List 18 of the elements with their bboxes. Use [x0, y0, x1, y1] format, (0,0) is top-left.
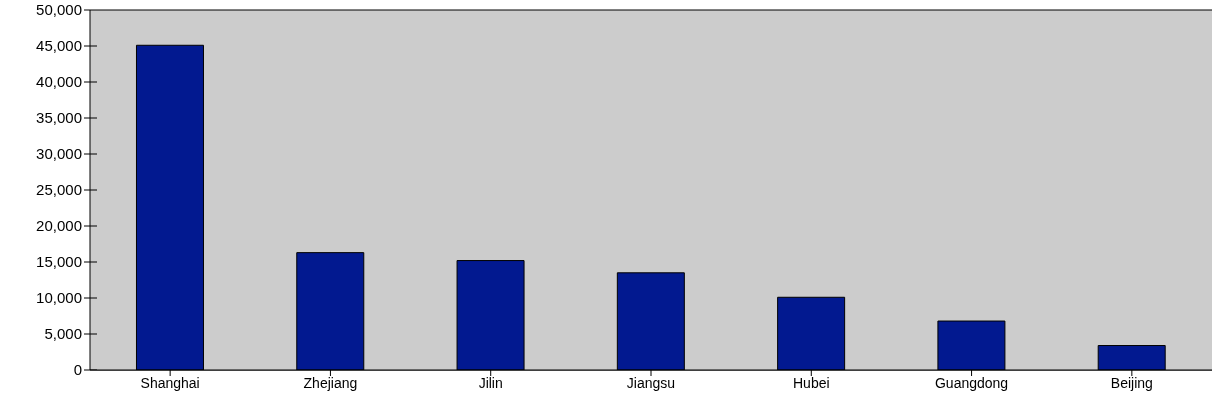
- x-tick-label: Jilin: [478, 374, 503, 391]
- y-tick-label: 30,000: [36, 145, 82, 163]
- y-tick-label: 25,000: [36, 181, 82, 199]
- y-tick-label: 20,000: [36, 217, 82, 235]
- y-tick-label: 5,000: [44, 325, 82, 343]
- x-tick-label: Guangdong: [934, 374, 1009, 391]
- y-tick-label: 45,000: [36, 37, 82, 55]
- y-tick-label: 40,000: [36, 73, 82, 91]
- y-tick-label: 50,000: [36, 1, 82, 19]
- x-tick-label: Beijing: [1110, 374, 1153, 391]
- x-tick-label: Jiangsu: [626, 374, 676, 391]
- x-tick-label: Hubei: [792, 374, 830, 391]
- x-tick-label: Shanghai: [140, 374, 200, 391]
- y-tick-label: 0: [73, 361, 82, 379]
- y-tick-label: 35,000: [36, 109, 82, 127]
- y-tick-label: 10,000: [36, 289, 82, 307]
- y-tick-label: 15,000: [36, 253, 82, 271]
- x-tick-label: Zhejiang: [303, 374, 358, 391]
